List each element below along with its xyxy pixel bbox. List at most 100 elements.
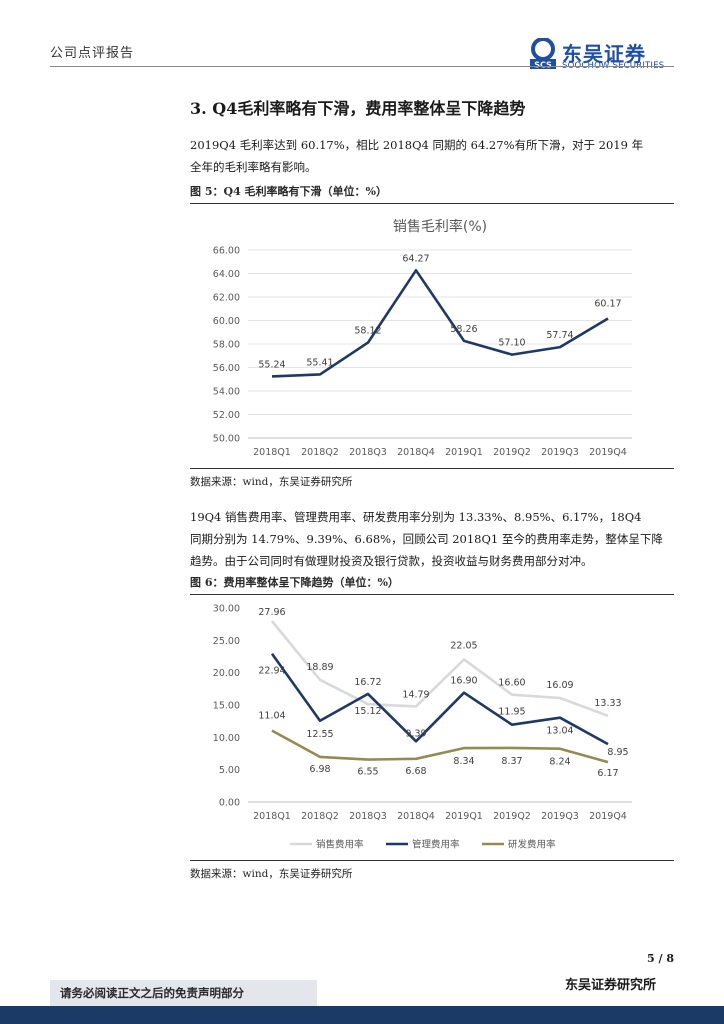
data-label: 55.41 <box>306 357 333 368</box>
data-label: 18.89 <box>306 662 333 673</box>
series-line-研发费用率 <box>271 729 609 764</box>
figure-6-source: 数据来源：wind，东吴证券研究所 <box>190 868 353 880</box>
data-label: 60.17 <box>594 299 621 310</box>
data-label: 6.55 <box>357 767 378 778</box>
data-label: 58.12 <box>354 326 381 337</box>
page-number: 5 / 8 <box>647 952 674 965</box>
data-label: 12.55 <box>306 729 333 740</box>
footer-company-name: 东吴证券研究所 <box>564 978 656 993</box>
x-tick-label: 2018Q1 <box>253 447 291 458</box>
y-tick-label: 30.00 <box>213 604 240 615</box>
y-tick-label: 56.00 <box>213 363 240 374</box>
x-tick-label: 2018Q1 <box>253 811 291 822</box>
disclaimer-box <box>50 980 317 1006</box>
y-tick-label: 20.00 <box>213 668 240 679</box>
data-label: 64.27 <box>402 253 429 264</box>
x-tick-label: 2018Q4 <box>397 447 435 458</box>
y-tick-label: 25.00 <box>213 636 240 647</box>
y-tick-label: 54.00 <box>213 387 240 398</box>
paragraph-line: 全年的毛利率略有影响。 <box>190 160 317 174</box>
data-label: 6.17 <box>597 768 618 779</box>
footer-band <box>0 1006 724 1024</box>
data-label: 16.60 <box>498 678 525 689</box>
figure-6-caption: 图 6：费用率整体呈下降趋势（单位：%） <box>190 576 399 589</box>
data-label: 57.74 <box>546 330 573 341</box>
data-label: 16.90 <box>450 676 477 687</box>
paragraph-line: 同期分别为 14.79%、9.39%、6.68%，回顾公司 2018Q1 至今的… <box>190 532 663 546</box>
data-label: 8.37 <box>501 756 522 767</box>
x-tick-label: 2019Q3 <box>541 811 579 822</box>
x-tick-label: 2019Q1 <box>445 447 483 458</box>
y-tick-label: 62.00 <box>213 293 240 304</box>
data-label: 8.95 <box>607 747 628 758</box>
y-tick-label: 60.00 <box>213 316 240 327</box>
y-tick-label: 66.00 <box>213 246 240 257</box>
figure-6-top-rule <box>190 594 674 595</box>
disclaimer-text: 请务必阅读正文之后的免责声明部分 <box>60 986 244 1000</box>
data-label: 22.05 <box>450 640 477 651</box>
figure-5-bottom-rule <box>190 468 674 469</box>
data-label: 6.68 <box>405 766 426 777</box>
y-tick-label: 10.00 <box>213 733 240 744</box>
paragraph-gross-margin: 2019Q4 毛利率达到 60.17%，相比 2018Q4 同期的 64.27%… <box>190 134 674 178</box>
data-label: 16.72 <box>354 677 381 688</box>
paragraph-line: 趋势。由于公司同时有做理财投资及银行贷款，投资收益与财务费用部分对冲。 <box>190 554 593 568</box>
data-label: 13.33 <box>594 698 621 709</box>
paragraph-line: 2019Q4 毛利率达到 60.17%，相比 2018Q4 同期的 64.27%… <box>190 138 644 152</box>
paragraph-expense-ratio: 19Q4 销售费用率、管理费用率、研发费用率分别为 13.33%、8.95%、6… <box>190 506 674 572</box>
x-tick-label: 2019Q3 <box>541 447 579 458</box>
data-label: 8.34 <box>453 756 474 767</box>
x-tick-label: 2018Q2 <box>301 811 339 822</box>
y-tick-label: 64.00 <box>213 269 240 280</box>
section-title: 3. Q4毛利率略有下滑，费用率整体呈下降趋势 <box>190 99 526 118</box>
y-tick-label: 52.00 <box>213 410 240 421</box>
data-label: 58.26 <box>450 324 477 335</box>
data-label: 8.24 <box>549 757 570 768</box>
y-tick-label: 0.00 <box>219 798 240 809</box>
series-line-销售毛利率 <box>271 269 609 378</box>
y-tick-label: 50.00 <box>213 434 240 445</box>
chart-title: 销售毛利率(%) <box>393 218 487 235</box>
data-label: 9.39 <box>405 728 426 739</box>
series-line-管理费用率 <box>270 652 609 746</box>
figure-6-bottom-rule <box>190 860 674 861</box>
y-tick-label: 58.00 <box>213 340 240 351</box>
x-tick-label: 2018Q3 <box>349 811 387 822</box>
figure-5-caption: 图 5：Q4 毛利率略有下滑（单位：%） <box>190 185 387 198</box>
expense-ratio-chart: 0.00 5.00 10.00 15.00 20.00 25.00 30.00 2018Q1 2… <box>213 604 632 851</box>
x-tick-label: 2018Q2 <box>301 447 339 458</box>
report-type-label: 公司点评报告 <box>50 46 135 61</box>
logo-mark-text: SCS <box>534 61 552 70</box>
y-tick-label: 5.00 <box>219 765 240 776</box>
data-label: 15.12 <box>354 706 381 717</box>
data-label: 13.04 <box>546 726 573 737</box>
legend-label: 销售费用率 <box>316 839 364 851</box>
x-tick-label: 2019Q2 <box>493 447 531 458</box>
data-label: 14.79 <box>402 689 429 700</box>
legend-label: 管理费用率 <box>412 839 460 851</box>
figure-5-source: 数据来源：wind，东吴证券研究所 <box>190 476 353 488</box>
paragraph-line: 19Q4 销售费用率、管理费用率、研发费用率分别为 13.33%、8.95%、6… <box>190 510 642 524</box>
data-label: 16.09 <box>546 680 573 691</box>
data-label: 57.10 <box>498 338 525 349</box>
x-tick-label: 2018Q4 <box>397 811 435 822</box>
legend-label: 研发费用率 <box>508 839 556 851</box>
header-divider <box>50 66 674 67</box>
data-label: 27.96 <box>258 607 285 618</box>
x-tick-label: 2019Q2 <box>493 811 531 822</box>
logo-mark-icon: SCS <box>530 38 556 70</box>
x-tick-label: 2019Q4 <box>589 447 627 458</box>
series-line-销售费用率 <box>270 620 609 718</box>
data-label: 11.95 <box>498 707 525 718</box>
y-tick-label: 15.00 <box>213 701 240 712</box>
x-tick-label: 2018Q3 <box>349 447 387 458</box>
data-label: 55.24 <box>258 359 285 370</box>
logo-chinese-name: 东吴证券 <box>562 42 646 66</box>
data-label: 6.98 <box>309 764 330 775</box>
data-label: 22.94 <box>258 666 285 677</box>
x-tick-label: 2019Q1 <box>445 811 483 822</box>
x-tick-label: 2019Q4 <box>589 811 627 822</box>
figure-5-top-rule <box>190 203 674 204</box>
data-label: 11.04 <box>258 711 285 722</box>
gross-margin-chart: 销售毛利率(%) 50.00 52.00 54.00 56.00 58.00 60.00 62… <box>213 218 632 458</box>
